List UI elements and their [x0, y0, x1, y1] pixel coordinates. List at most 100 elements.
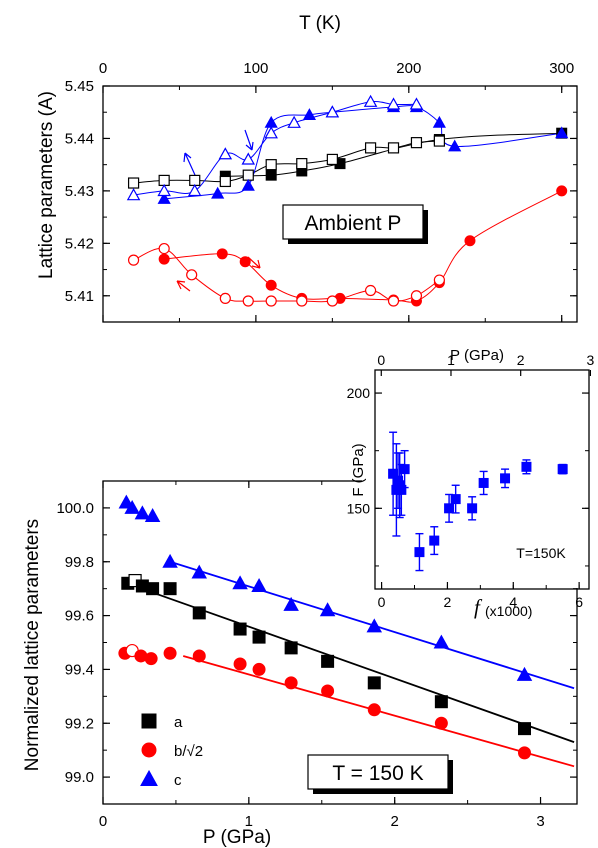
bottom-point-0	[434, 695, 448, 709]
bottom-point-1	[517, 746, 531, 760]
top-series-marks	[126, 94, 569, 307]
bottom-xtick-label: 3	[536, 813, 544, 830]
top-point-c_open	[187, 183, 202, 197]
inset-xtick-label: 4	[509, 594, 517, 610]
top-point-a_open	[296, 158, 308, 170]
top-point-a_open	[242, 169, 254, 181]
top-point-c_open	[386, 97, 401, 110]
top-point-a_open	[158, 174, 170, 186]
bottom-annotation: T = 150 K	[332, 762, 423, 785]
inset-ytick-label: 200	[347, 385, 371, 401]
top-point-a_open	[326, 153, 338, 166]
bottom-axis-ticks: 0 1 2 3 99.0 99.2 99.4 99.6 99.8 100.0	[56, 480, 578, 830]
top-point-b_filled	[556, 185, 568, 197]
inset-point	[414, 547, 425, 558]
bottom-point-0	[163, 582, 177, 596]
inset-bottom-x-axis-label: f (x1000)	[474, 595, 532, 619]
bottom-xtick-label: 0	[99, 813, 107, 830]
legend-swatch-2	[140, 769, 158, 786]
bottom-series-marks	[118, 494, 533, 760]
legend-label-1: b/√2	[174, 743, 203, 760]
top-point-c_filled	[432, 115, 446, 128]
bottom-point-1	[192, 649, 206, 663]
top-ytick-label: 5.42	[65, 235, 94, 252]
inset-point	[444, 503, 455, 514]
top-point-c_open	[157, 183, 171, 197]
inset-y-axis-label: F (GPa)	[350, 443, 367, 496]
top-point-c_filled	[157, 191, 171, 204]
top-point-c_open	[264, 126, 278, 139]
inset-x-axis-label-main: f	[474, 595, 483, 619]
top-point-c_filled	[448, 139, 462, 152]
top-point-c_open	[241, 152, 256, 165]
inset-x-axis-label-suffix: (x1000)	[485, 603, 532, 619]
inset-chart: P (GPa) F (GPa) f (x1000) 0 2 4 6 0 1 2 3 150 200…	[347, 342, 594, 619]
bottom-point-2	[191, 564, 208, 579]
top-point-b_open	[158, 242, 170, 255]
inset-x2tick-label: 1	[447, 352, 455, 368]
bottom-point-0	[517, 722, 531, 736]
inset-point	[500, 473, 511, 484]
top-point-c_filled	[264, 115, 278, 128]
top-ytick-label: 5.44	[65, 130, 94, 147]
inset-point	[396, 484, 407, 495]
bottom-point-0	[146, 582, 160, 596]
top-ytick-label: 5.43	[65, 183, 94, 200]
top-point-b_open	[265, 295, 277, 307]
inset-point	[467, 503, 478, 514]
inset-point	[478, 477, 489, 488]
top-axis-ticks: 0 100 200 300 5.41 5.42 5.43 5.44 5.45	[65, 60, 578, 323]
bottom-point-1	[367, 703, 381, 717]
bottom-point-0	[367, 676, 381, 690]
arrow-b-warming	[247, 256, 261, 269]
top-xtick-label: 100	[243, 60, 268, 77]
inset-x2tick-label: 2	[517, 352, 525, 368]
top-point-b_open	[219, 292, 231, 304]
bottom-point-0	[192, 606, 206, 620]
top-point-a_open	[127, 177, 140, 189]
inset-x2tick-label: 0	[377, 352, 385, 368]
bottom-point-0	[321, 654, 335, 668]
top-ytick-label: 5.45	[65, 78, 94, 95]
bottom-point-1	[321, 684, 335, 698]
inset-xtick-label: 6	[575, 594, 583, 610]
bottom-point-1	[233, 657, 247, 671]
top-series-lines	[133, 100, 562, 303]
bottom-fit-lines	[156, 560, 575, 768]
top-point-b_open	[364, 284, 377, 297]
bottom-point-1	[144, 652, 158, 666]
top-point-a_open	[265, 159, 277, 171]
top-xtick-label: 200	[396, 60, 421, 77]
bottom-fit-0	[156, 593, 575, 743]
inset-series-marks	[388, 431, 568, 572]
top-point-b_open	[186, 269, 198, 281]
top-plot-frame	[102, 85, 578, 323]
bottom-point-0	[252, 630, 266, 644]
bottom-point-2	[283, 596, 299, 611]
inset-x2tick-label: 3	[586, 352, 594, 368]
top-point-b_open	[433, 274, 445, 286]
bottom-point-1	[252, 662, 266, 676]
legend-label-2: c	[174, 772, 182, 789]
top-xtick-label: 300	[549, 60, 574, 77]
bottom-annotation-box	[307, 754, 449, 790]
legend-label-0: a	[174, 714, 183, 731]
bottom-y-axis-label: Normalized lattice parameters	[22, 519, 43, 771]
top-point-c_open	[126, 188, 141, 201]
inset-point	[399, 464, 410, 475]
top-point-b_filled	[265, 279, 277, 291]
bottom-xtick-label: 1	[245, 813, 253, 830]
bottom-point-0	[233, 622, 247, 636]
arrow-c-warming	[244, 129, 254, 151]
top-point-a_filled	[265, 169, 277, 181]
top-point-c_open	[325, 105, 340, 118]
top-y-axis-label: Lattice parameters (A)	[36, 91, 57, 279]
inset-point	[450, 494, 461, 505]
bottom-point-2	[144, 508, 161, 523]
bottom-point-2	[433, 634, 450, 649]
legend-swatch-0	[141, 713, 157, 729]
inset-annotation: T=150K	[516, 545, 566, 561]
inset-point	[557, 464, 568, 475]
top-point-a_open	[219, 175, 231, 188]
